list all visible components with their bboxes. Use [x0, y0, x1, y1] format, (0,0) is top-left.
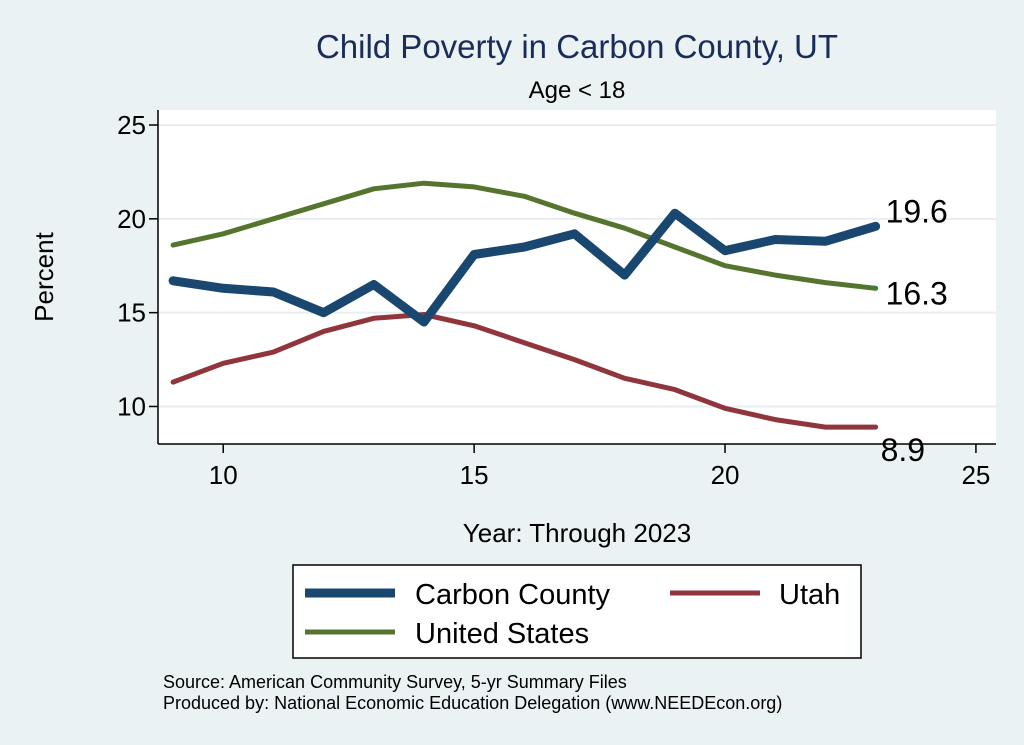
gridlines: [158, 124, 996, 408]
series-line-utah: [170, 312, 879, 430]
series-lines: [168, 180, 881, 430]
producer-note: Produced by: National Economic Education…: [163, 693, 782, 713]
source-note: Source: American Community Survey, 5-yr …: [163, 672, 627, 692]
y-tick-label-15: 15: [117, 298, 146, 328]
x-tick-label-25: 25: [961, 460, 990, 490]
x-tick-label-15: 15: [460, 460, 489, 490]
series-line-united-states: [170, 180, 879, 291]
legend-box: [292, 564, 862, 659]
end-label-utah: 8.9: [881, 432, 925, 468]
axes: 10 15 20 25 10 15 20 25: [117, 110, 996, 490]
legend-label-utah: Utah: [779, 579, 840, 611]
chart-subtitle: Age < 18: [529, 77, 626, 104]
x-axis-label: Year: Through 2023: [463, 518, 691, 548]
y-tick-label-20: 20: [117, 204, 146, 234]
united-states-end-marker: [873, 285, 879, 291]
legend: Carbon County Utah United States: [292, 564, 862, 659]
x-tick-label-10: 10: [209, 460, 238, 490]
y-axis-label: Percent: [29, 231, 59, 321]
chart-title: Child Poverty in Carbon County, UT: [316, 28, 838, 65]
legend-label-united-states: United States: [415, 618, 589, 650]
end-label-united-states: 16.3: [886, 275, 948, 311]
end-label-carbon-county: 19.6: [886, 193, 948, 229]
series-line-carbon-county: [168, 208, 881, 327]
plot-area: [158, 110, 996, 444]
y-tick-label-10: 10: [117, 391, 146, 421]
legend-label-carbon-county: Carbon County: [415, 579, 611, 611]
x-tick-label-20: 20: [711, 460, 740, 490]
y-tick-label-25: 25: [117, 110, 146, 140]
end-labels: 19.6 8.9 16.3: [881, 193, 948, 468]
